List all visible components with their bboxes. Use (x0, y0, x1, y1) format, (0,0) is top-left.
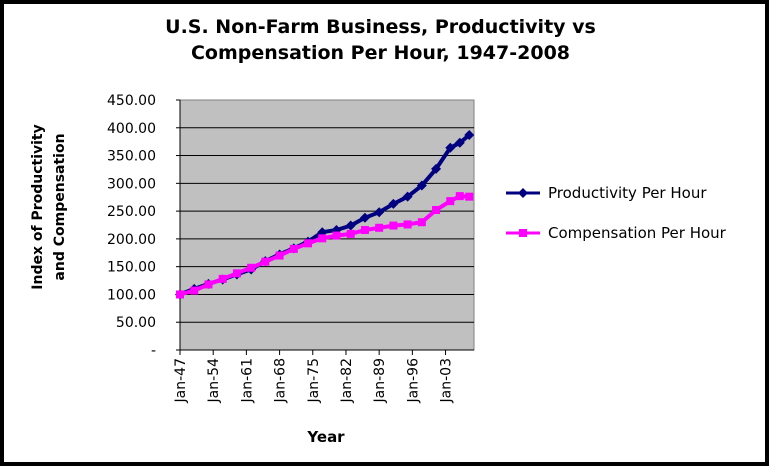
y-tick-label-7: 350.00 (107, 149, 156, 165)
gridlines (180, 127, 474, 323)
point-compensation-21 (465, 192, 474, 201)
point-compensation-13 (360, 226, 369, 234)
legend-swatch-compensation (506, 229, 540, 237)
point-compensation-17 (417, 218, 426, 227)
y-tick-label-2: 100.00 (107, 287, 156, 303)
y-tick-label-9: 450.00 (107, 93, 156, 109)
x-tick-label-2: Jan-61 (239, 358, 255, 403)
point-compensation-11 (332, 231, 341, 240)
y-tick-labels: - 50.00 100.00 150.00 200.00 250.00 300.00 350.… (107, 93, 156, 359)
chart-title: U.S. Non-Farm Business, Productivity vs … (0, 14, 761, 66)
point-compensation-6 (261, 257, 270, 266)
plot-area (179, 99, 475, 351)
y-tick-label-5: 250.00 (107, 204, 156, 220)
point-compensation-3 (218, 274, 227, 283)
y-axis-label-line-2: and Compensation (52, 133, 68, 280)
y-axis-label-line-1: Index of Productivity (30, 124, 46, 289)
point-productivity-15 (388, 198, 399, 209)
point-compensation-19 (446, 197, 455, 206)
series-group (175, 130, 475, 300)
y-tick-label-4: 200.00 (107, 232, 156, 248)
point-compensation-4 (232, 269, 241, 278)
point-productivity-19 (445, 142, 456, 153)
x-tick-label-6: Jan-89 (372, 358, 388, 403)
legend-item-productivity: Productivity Per Hour (504, 182, 764, 222)
x-tick-labels: Jan-47 Jan-54 Jan-61 Jan-68 Jan-75 Jan-82 Jan-… (173, 358, 455, 404)
legend-item-compensation: Compensation Per Hour (504, 222, 764, 262)
point-compensation-1 (190, 286, 199, 295)
point-compensation-0 (176, 290, 184, 299)
point-compensation-20 (455, 192, 464, 201)
legend-label-compensation: Compensation Per Hour (548, 224, 726, 242)
point-compensation-9 (304, 239, 313, 248)
y-tick-label-3: 150.00 (107, 260, 156, 276)
y-tick-label-6: 300.00 (107, 176, 156, 192)
y-tick-label-1: 50.00 (116, 315, 156, 331)
point-productivity-18 (431, 163, 442, 174)
point-compensation-16 (403, 220, 412, 229)
x-axis-label: Year (306, 428, 345, 446)
point-compensation-8 (289, 244, 298, 253)
point-compensation-7 (275, 251, 284, 260)
series-line-1 (179, 194, 470, 297)
point-productivity-17 (416, 180, 427, 191)
point-compensation-15 (389, 221, 398, 230)
x-tick-label-7: Jan-96 (405, 358, 421, 404)
x-tick-label-3: Jan-68 (273, 358, 289, 403)
x-tick-label-8: Jan-03 (439, 358, 455, 403)
point-compensation-18 (432, 206, 441, 214)
chart-title-line-1: U.S. Non-Farm Business, Productivity vs (165, 16, 596, 38)
x-tick-label-4: Jan-75 (306, 358, 322, 403)
y-tick-label-8: 400.00 (107, 121, 156, 137)
point-compensation-2 (204, 280, 213, 289)
chart-title-line-2: Compensation Per Hour, 1947-2008 (190, 42, 571, 64)
x-tick-label-1: Jan-54 (206, 358, 222, 404)
point-productivity-16 (402, 191, 413, 202)
x-tick-label-0: Jan-47 (173, 358, 189, 403)
point-compensation-12 (346, 229, 355, 238)
point-productivity-21 (464, 130, 475, 140)
legend-swatch-productivity (506, 188, 540, 198)
point-compensation-10 (318, 234, 327, 243)
point-productivity-12 (345, 220, 356, 231)
point-compensation-14 (375, 223, 384, 232)
legend: Productivity Per Hour Compensation Per H… (504, 182, 764, 262)
point-compensation-5 (247, 263, 256, 272)
legend-label-productivity: Productivity Per Hour (548, 184, 707, 202)
point-productivity-13 (359, 212, 370, 223)
y-tick-label-0: - (151, 343, 156, 359)
x-tick-label-5: Jan-82 (339, 358, 355, 403)
point-productivity-14 (374, 207, 385, 218)
point-productivity-20 (454, 137, 465, 148)
